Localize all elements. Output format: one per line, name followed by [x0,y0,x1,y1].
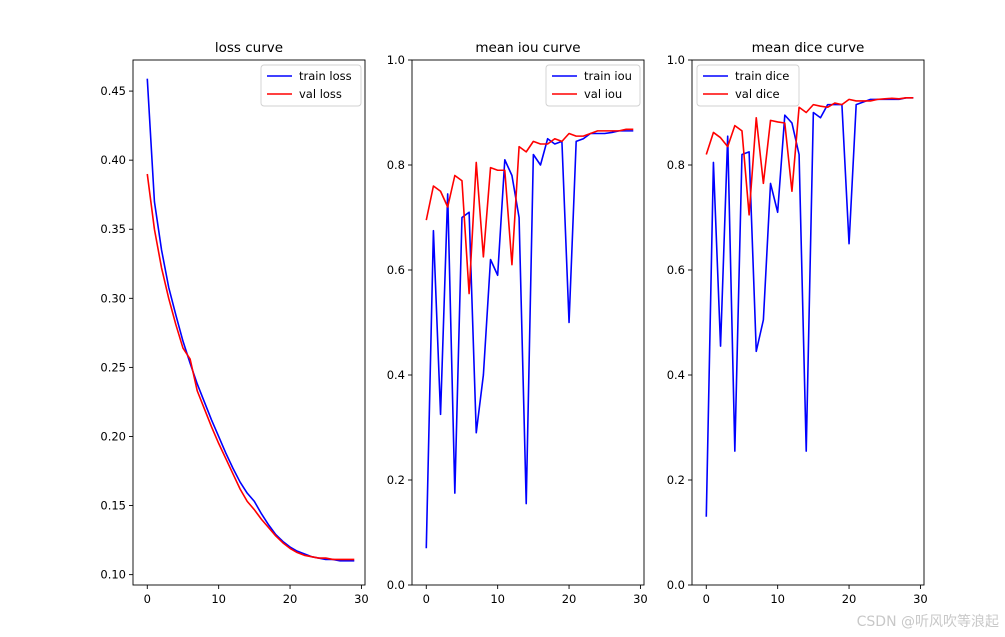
series-line-2 [705,97,914,216]
y-tick-label: 0.6 [387,263,405,277]
plot-frame [411,59,645,586]
x-tick-label: 10 [770,592,785,606]
y-tick-label: 1.0 [667,53,685,67]
x-tick-label: 20 [842,592,857,606]
y-tick-label: 0.0 [387,578,405,592]
x-tick-label: 10 [490,592,505,606]
chart-2: mean iou curve 0 10 20 30 0.0 0.2 0.4 0.6 0.8 1.0 t… [387,40,648,606]
y-tick-label: 0.45 [100,84,126,98]
x-tick-label: 20 [562,592,577,606]
y-tick-label: 0.10 [100,568,126,582]
x-tick-label: 20 [283,592,298,606]
legend-label: train loss [299,69,352,83]
series-line-2 [425,128,634,295]
series-line-1 [146,78,355,562]
x-tick-label: 0 [423,592,430,606]
x-tick-label: 30 [633,592,648,606]
chart-title: mean dice curve [752,40,865,56]
x-tick-label: 10 [211,592,226,606]
legend-label: val iou [584,87,622,101]
y-tick-label: 0.40 [100,153,126,167]
y-tick-label: 0.8 [387,158,405,172]
legend-label: train dice [735,69,789,83]
y-tick-label: 0.0 [667,578,685,592]
y-tick-label: 0.25 [100,360,126,374]
series-line-2 [146,173,355,561]
y-tick-label: 0.6 [667,263,685,277]
series-line-1 [425,130,634,549]
y-tick-label: 0.4 [667,368,685,382]
x-tick-label: 0 [703,592,710,606]
x-tick-label: 30 [913,592,928,606]
legend: train iou val iou [545,64,641,107]
legend-label: val dice [735,87,780,101]
legend-label: val loss [299,87,342,101]
y-tick-label: 0.20 [100,429,126,443]
watermark: CSDN @听风吹等浪起 [856,614,999,630]
y-tick-label: 0.30 [100,291,126,305]
chart-title: loss curve [215,40,283,56]
chart-1: loss curve 0 10 20 30 0.10 0.15 0.20 0.25 0.30 0.3… [100,40,368,606]
y-tick-label: 0.15 [100,499,126,513]
y-tick-label: 0.2 [387,473,405,487]
chart-3: mean dice curve 0 10 20 30 0.0 0.2 0.4 0.6 0.8 1.0… [667,40,928,606]
y-tick-label: 0.4 [387,368,405,382]
plot-frame [691,59,925,586]
x-tick-label: 30 [354,592,369,606]
y-tick-label: 0.2 [667,473,685,487]
legend-label: train iou [584,69,632,83]
series-line-1 [705,97,914,517]
legend: train dice val dice [696,64,800,107]
legend: train loss val loss [260,64,362,107]
y-tick-label: 0.35 [100,222,126,236]
plot-frame [132,59,366,586]
x-tick-label: 0 [144,592,151,606]
chart-title: mean iou curve [475,40,580,56]
y-tick-label: 0.8 [667,158,685,172]
y-tick-label: 1.0 [387,53,405,67]
